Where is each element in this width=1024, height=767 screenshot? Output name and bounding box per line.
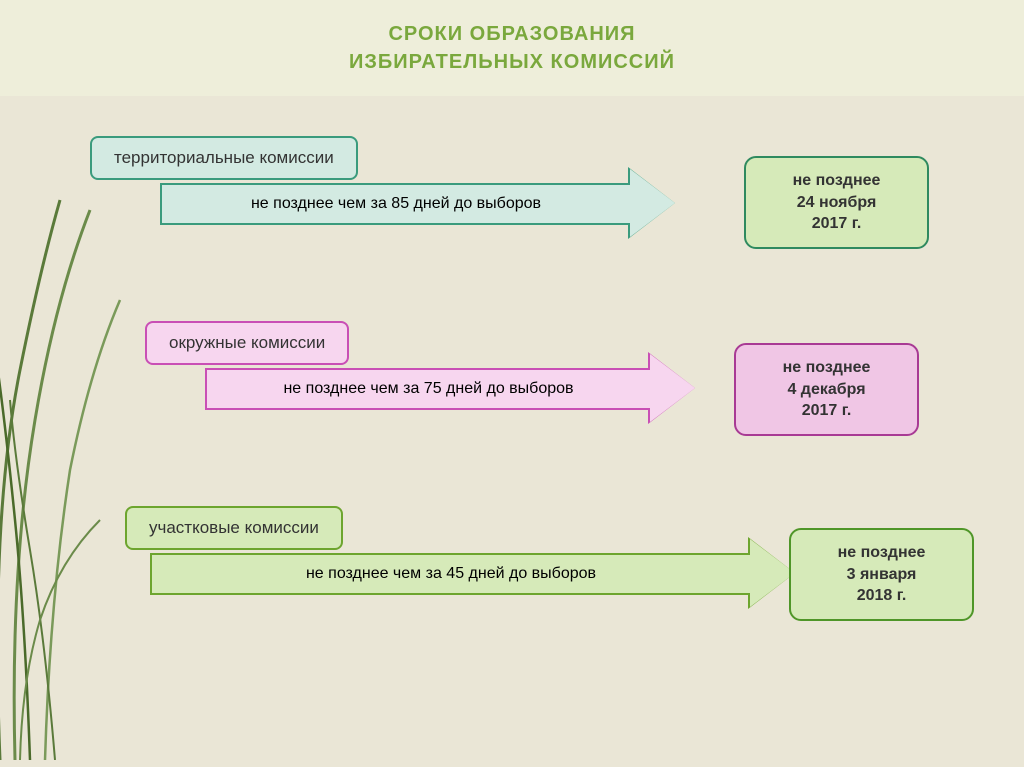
arrow-precinct: не позднее чем за 45 дней до выборов [150,553,750,595]
date-line3: 2017 г. [812,215,862,232]
page-title: СРОКИ ОБРАЗОВАНИЯ ИЗБИРАТЕЛЬНЫХ КОМИССИЙ [40,20,984,76]
arrowhead-district [650,354,695,422]
title-block: СРОКИ ОБРАЗОВАНИЯ ИЗБИРАТЕЛЬНЫХ КОМИССИЙ [0,0,1024,96]
title-line1: СРОКИ ОБРАЗОВАНИЯ [388,23,635,45]
row-territorial: территориальные комиссии не позднее чем … [90,136,974,266]
arrow-text-precinct: не позднее чем за 45 дней до выборов [306,565,596,583]
date-precinct: не позднее 3 января 2018 г. [789,528,974,621]
date-territorial: не позднее 24 ноября 2017 г. [744,156,929,249]
date-line1: не позднее [793,172,881,189]
label-district: окружные комиссии [145,321,349,365]
date-line2: 4 декабря [787,381,865,398]
label-precinct: участковые комиссии [125,506,343,550]
date-line3: 2018 г. [857,587,907,604]
date-district: не позднее 4 декабря 2017 г. [734,343,919,436]
date-line3: 2017 г. [802,402,852,419]
row-precinct: участковые комиссии не позднее чем за 45… [90,506,974,636]
label-territorial: территориальные комиссии [90,136,358,180]
date-line2: 24 ноября [797,194,877,211]
row-district: окружные комиссии не позднее чем за 75 д… [90,321,974,451]
title-line2: ИЗБИРАТЕЛЬНЫХ КОМИССИЙ [349,51,675,73]
arrow-territorial: не позднее чем за 85 дней до выборов [160,183,630,225]
diagram-content: территориальные комиссии не позднее чем … [0,96,1024,711]
arrow-district: не позднее чем за 75 дней до выборов [205,368,650,410]
date-line1: не позднее [783,359,871,376]
date-line2: 3 января [847,566,917,583]
date-line1: не позднее [838,544,926,561]
arrow-text-district: не позднее чем за 75 дней до выборов [283,380,573,398]
arrowhead-territorial [630,169,675,237]
arrow-text-territorial: не позднее чем за 85 дней до выборов [251,195,541,213]
